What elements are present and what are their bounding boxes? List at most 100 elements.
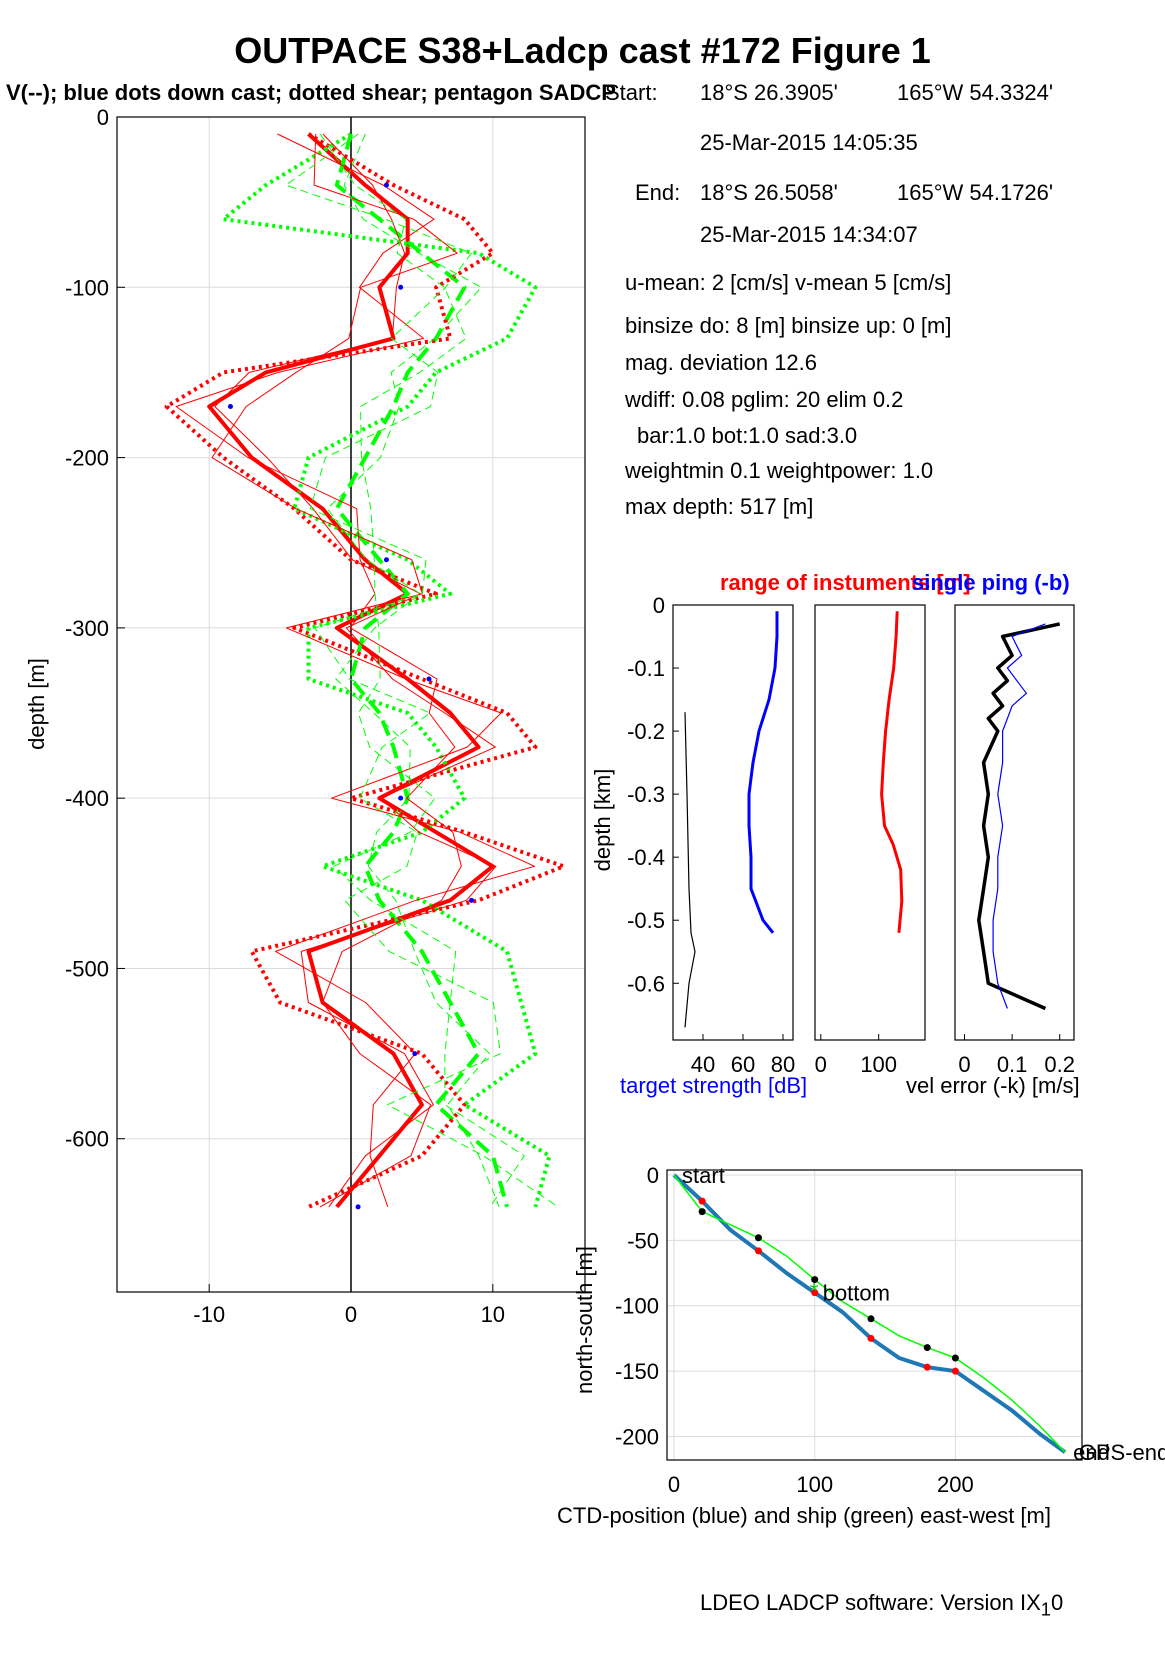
start-longitude: 165°W 54.3324' [897,80,1054,105]
start-latitude: 18°S 26.3905' [700,80,838,105]
range-panel-frame [814,604,926,1041]
end-label: End: [635,180,681,205]
vel-error-profile [992,623,1046,1009]
vel-error-x-tick-label: 0.1 [997,1052,1028,1077]
target-strength-black-profile [684,712,696,1028]
depth-km-tick-label: -0.6 [627,971,665,996]
target-strength-x-tick-label: 80 [771,1052,795,1077]
end-longitude: 165°W 54.1726' [897,180,1054,205]
range-x-tick-label: 100 [860,1052,897,1077]
single-ping-title: single ping (-b) [912,570,1070,595]
end-time: 25-Mar-2015 14:34:07 [700,222,918,247]
position-x-label: CTD-position (blue) and ship (green) eas… [557,1503,1051,1528]
depth-y-tick-label: -200 [65,446,109,471]
velocity-series-u-thin [211,133,536,1208]
figure-subtitle: V(--); blue dots down cast; dotted shear… [6,80,616,105]
position-label-end: end [1073,1440,1110,1465]
depth-km-tick-label: -0.5 [627,908,665,933]
ctd-marker [698,1197,706,1205]
target-strength-label: target strength [dB] [620,1073,808,1098]
figure-title: OUTPACE S38+Ladcp cast #172 Figure 1 [234,30,931,71]
depth-y-tick-label: -100 [65,275,109,300]
ctd-marker [867,1334,875,1342]
velocity-series-u-thin [175,133,462,1208]
velocity-x-tick-label: 10 [481,1302,505,1327]
depth-y-tick-label: -300 [65,616,109,641]
velocity-series-u-thin [214,133,497,1208]
ship-marker [698,1208,706,1216]
velocity-series-v-thin [319,133,525,1208]
downcast-dot [355,1204,361,1210]
range-x-tick-label: 0 [815,1052,827,1077]
position-x-tick-label: 200 [937,1472,974,1497]
vel-error-panel-frame [954,604,1075,1041]
downcast-dot [398,795,404,801]
vel-error-profile [977,622,1061,1011]
velocity-series-u [207,132,495,1209]
north-south-axis-label: north-south [m] [572,1246,597,1394]
position-y-tick-label: -100 [615,1294,659,1319]
depth-y-tick-label: 0 [97,105,109,130]
software-version: LDEO LADCP software: Version IX10 [700,1590,1063,1620]
ship-marker [923,1344,931,1352]
depth-km-axis-label: depth [km] [590,769,615,872]
mag-deviation: mag. deviation 12.6 [625,350,818,375]
track-CTD-position [672,1173,1067,1454]
position-label-bottom: bottom [823,1281,890,1306]
ctd-marker [923,1363,931,1371]
depth-km-tick-label: -0.3 [627,782,665,807]
end-latitude: 18°S 26.5058' [700,180,838,205]
position-y-tick-label: -150 [615,1359,659,1384]
velocity-x-tick-label: -10 [193,1302,225,1327]
target-strength-panel-frame [672,604,794,1041]
software-version-tail: 0 [1050,1590,1064,1615]
depth-km-tick-label: 0 [653,593,665,618]
ctd-marker [811,1289,819,1297]
velocity-series-v-thin [326,133,500,1208]
vel-error-label: vel error (-k) [m/s] [906,1073,1080,1098]
downcast-dot [426,676,432,682]
ctd-marker [951,1367,959,1375]
depth-km-tick-label: -0.1 [627,656,665,681]
depth-y-tick-label: -600 [65,1127,109,1152]
position-label-start: start [682,1163,725,1188]
ship-marker [811,1276,819,1284]
velocity-series-v [334,133,509,1208]
downcast-dot [412,1051,418,1057]
ship-marker [754,1234,762,1242]
position-y-tick-label: 0 [647,1163,659,1188]
vel-error-x-tick-label: 0 [958,1052,970,1077]
velocity-panel-frame [116,116,586,1293]
start-time: 25-Mar-2015 14:05:35 [700,130,918,155]
ship-marker [951,1354,959,1362]
software-version-sub: 1 [1040,1598,1051,1620]
velocity-series-v-thin [285,133,559,1208]
position-x-tick-label: 0 [668,1472,680,1497]
depth-y-tick-label: -400 [65,786,109,811]
velocity-series-u-shear [164,132,566,1209]
ctd-marker [754,1247,762,1255]
weight-info: weightmin 0.1 weightpower: 1.0 [625,458,934,483]
bar-info: bar:1.0 bot:1.0 sad:3.0 [637,423,858,448]
track-ship [673,1174,1066,1453]
downcast-dot [383,557,389,563]
depth-y-tick-label: -500 [65,956,109,981]
velocity-series-v-shear [221,132,552,1208]
range-profile [880,611,904,933]
position-panel-frame [666,1169,1083,1461]
target-strength-profile [747,611,779,934]
wdiff-info: wdiff: 0.08 pglim: 20 elim 0.2 [625,387,904,412]
start-label: Start: [605,80,658,105]
position-label-GPS-end: GPS-end [1079,1440,1165,1465]
downcast-dot [227,403,233,409]
downcast-dot [383,182,389,188]
position-x-tick-label: 100 [796,1472,833,1497]
depth-km-tick-label: -0.4 [627,845,665,870]
binsize-info: binsize do: 8 [m] binsize up: 0 [m] [625,313,952,338]
downcast-dot [469,897,475,903]
target-strength-x-tick-label: 60 [731,1052,755,1077]
velocity-x-tick-label: 0 [345,1302,357,1327]
range-panel-title: range of instuments [m] [720,570,971,595]
max-depth: max depth: 517 [m] [625,494,814,519]
